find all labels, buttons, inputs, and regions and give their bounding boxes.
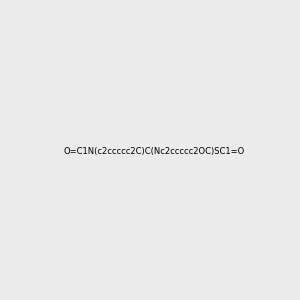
- Text: O=C1N(c2ccccc2C)C(Nc2ccccc2OC)SC1=O: O=C1N(c2ccccc2C)C(Nc2ccccc2OC)SC1=O: [63, 147, 244, 156]
